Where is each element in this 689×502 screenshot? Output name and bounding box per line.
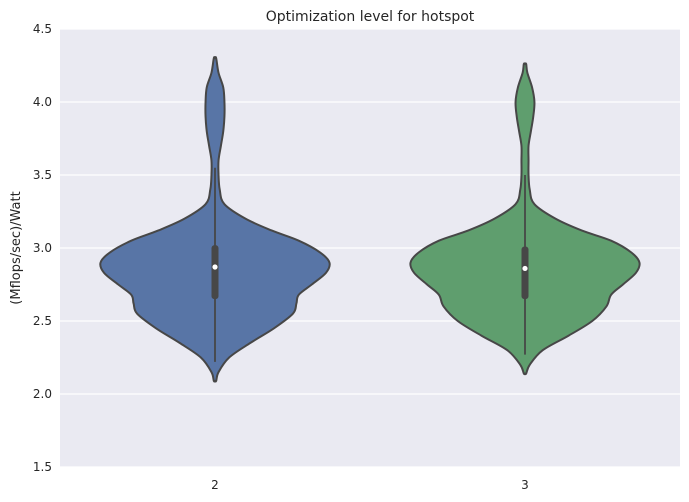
y-tick-label: 4.0 xyxy=(33,95,52,109)
y-tick-label: 3.5 xyxy=(33,168,52,182)
y-axis-label: (Mflops/sec)/Watt xyxy=(9,191,24,304)
y-tick-label: 3.0 xyxy=(33,241,52,255)
chart-title: Optimization level for hotspot xyxy=(266,9,475,25)
x-tick-label: 3 xyxy=(521,478,529,492)
x-tick-label: 2 xyxy=(211,478,219,492)
violin-median-point xyxy=(212,264,218,270)
y-tick-label: 4.5 xyxy=(33,22,52,36)
violins xyxy=(99,56,641,383)
y-tick-label: 1.5 xyxy=(33,460,52,474)
violin-iqr-box xyxy=(521,246,529,300)
y-tick-label: 2.5 xyxy=(33,314,52,328)
y-tick-label: 2.0 xyxy=(33,387,52,401)
violin-iqr-box xyxy=(211,245,219,300)
y-tick-labels: 1.5 2.0 2.5 3.0 3.5 4.0 4.5 xyxy=(33,22,52,474)
violin-median-point xyxy=(522,265,528,272)
